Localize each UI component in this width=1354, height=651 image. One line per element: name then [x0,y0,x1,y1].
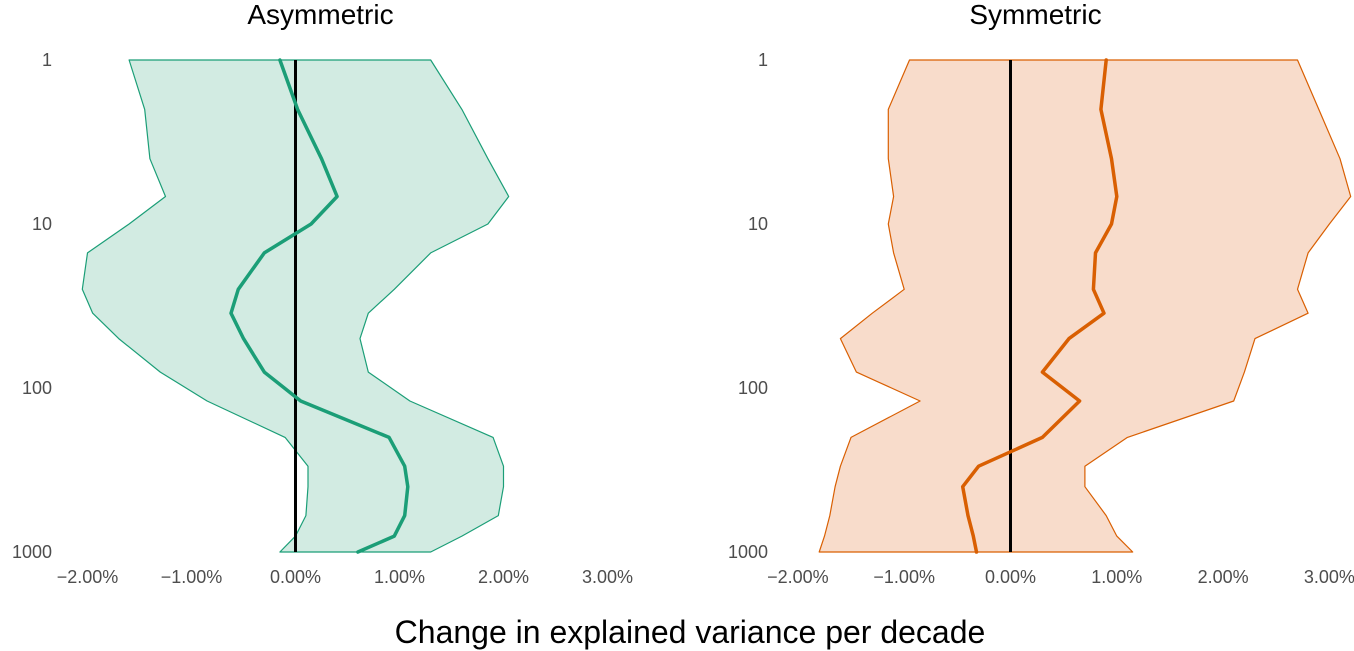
panel-symmetric: Symmetric −2.00% −1.00% 0.00% 1.00% 2.00% 3.00… [728,0,1354,587]
x-tick-label-asymmetric: −1.00% [161,567,223,587]
x-tick-label-asymmetric: 1.00% [374,567,425,587]
y-tick-label-symmetric: 100 [738,378,768,398]
confidence-band-symmetric [818,59,1352,553]
y-tick-label-asymmetric: 10 [32,214,52,234]
x-tick-label-symmetric: 0.00% [985,567,1036,587]
trend-line-symmetric [960,58,1119,554]
x-tick-label-asymmetric: 2.00% [478,567,529,587]
y-tick-label-symmetric: 10 [748,214,768,234]
y-tick-label-asymmetric: 100 [22,378,52,398]
y-tick-label-symmetric: 1 [758,50,768,70]
x-axis-label: Change in explained variance per decade [395,614,986,650]
x-tick-label-asymmetric: 3.00% [582,567,633,587]
x-tick-label-symmetric: −2.00% [767,567,829,587]
y-tick-label-symmetric: 1000 [728,542,768,562]
y-tick-label-asymmetric: 1 [42,50,52,70]
x-tick-label-symmetric: 1.00% [1091,567,1142,587]
x-tick-label-symmetric: 2.00% [1198,567,1249,587]
panel-asymmetric: Asymmetric −2.00% −1.00% 0.00% 1.00% 2.00% 3.0… [12,0,633,587]
x-tick-label-symmetric: −1.00% [873,567,935,587]
y-tick-label-asymmetric: 1000 [12,542,52,562]
x-tick-label-asymmetric: −2.00% [57,567,119,587]
panel-title-asymmetric: Asymmetric [247,0,393,30]
panel-title-symmetric: Symmetric [969,0,1101,30]
x-tick-label-symmetric: 3.00% [1304,567,1354,587]
trend-line-asymmetric [229,58,410,554]
x-tick-label-asymmetric: 0.00% [270,567,321,587]
